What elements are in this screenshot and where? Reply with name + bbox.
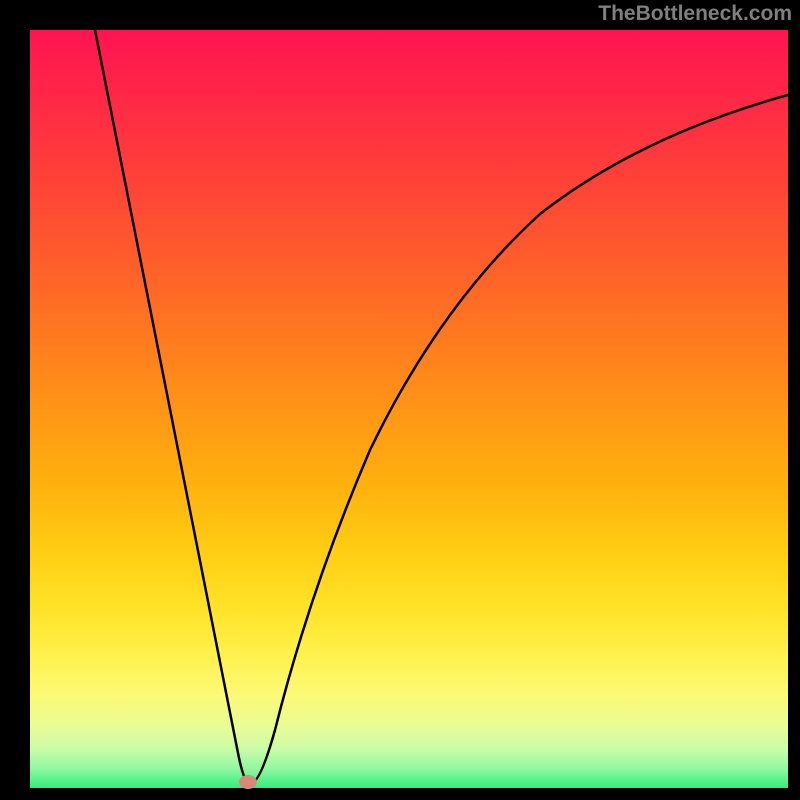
curve-path: [95, 30, 788, 784]
optimal-point-marker: [239, 775, 257, 789]
watermark-text: TheBottleneck.com: [598, 2, 792, 26]
bottleneck-curve: [30, 30, 788, 788]
chart-container: TheBottleneck.com: [0, 0, 800, 800]
plot-area: [30, 30, 788, 788]
